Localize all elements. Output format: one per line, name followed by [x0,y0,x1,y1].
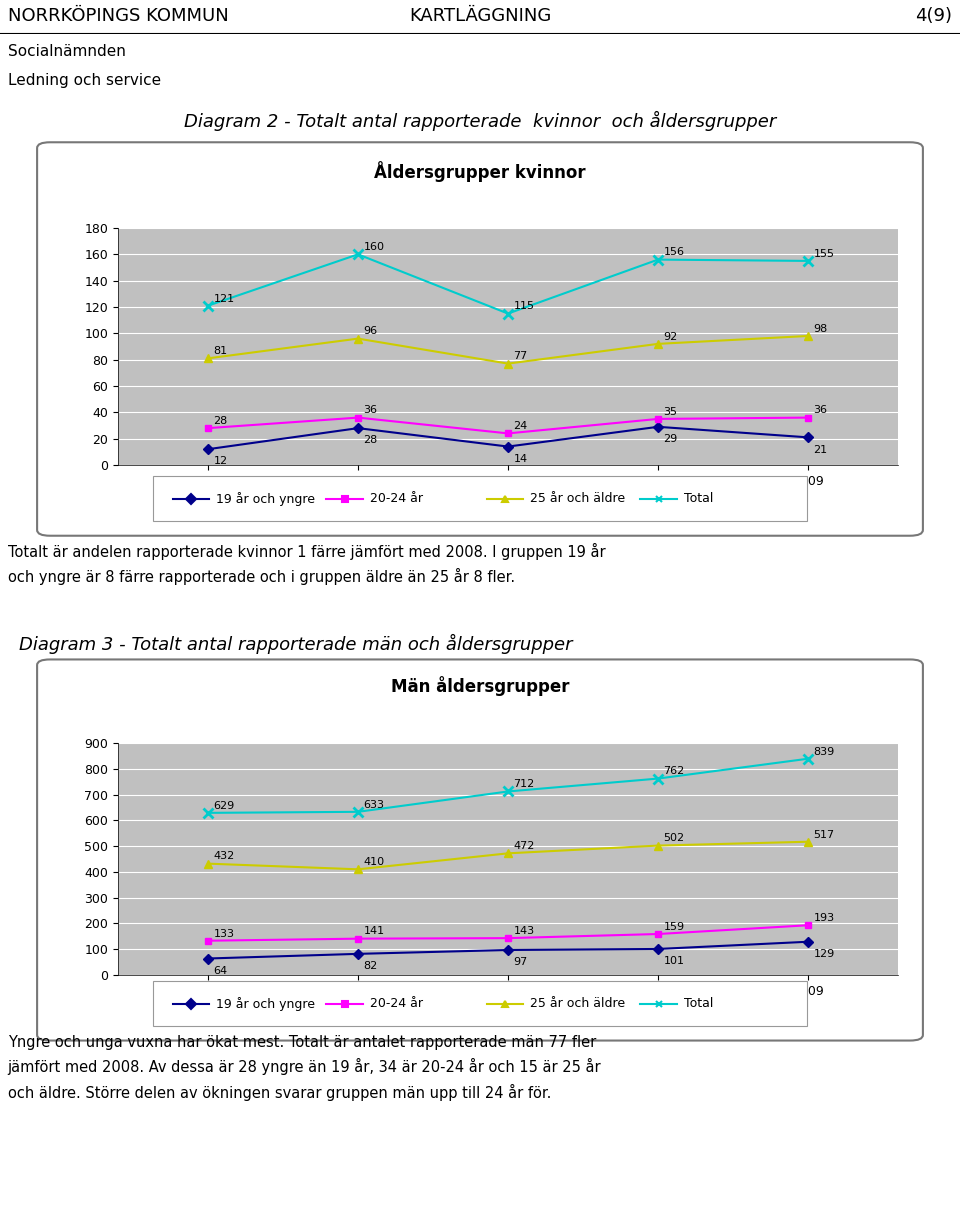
Text: 35: 35 [663,407,678,417]
Text: 155: 155 [813,249,834,259]
Text: Ledning och service: Ledning och service [8,72,161,87]
Text: 101: 101 [663,957,684,966]
Text: Diagram 3 - Totalt antal rapporterade män och åldersgrupper: Diagram 3 - Totalt antal rapporterade mä… [19,634,573,654]
Text: Socialnämnden: Socialnämnden [8,45,126,59]
Text: 25 år och äldre: 25 år och äldre [530,998,625,1010]
Text: 141: 141 [364,927,385,936]
Text: 14: 14 [514,454,528,464]
Text: 762: 762 [663,766,684,777]
Text: 82: 82 [364,962,378,971]
Text: 64: 64 [213,965,228,976]
Text: 410: 410 [364,858,385,867]
Text: 159: 159 [663,922,684,931]
Text: 472: 472 [514,841,535,852]
Text: NORRKÖPINGS KOMMUN: NORRKÖPINGS KOMMUN [8,7,228,25]
Text: 156: 156 [663,248,684,257]
Text: 24: 24 [514,422,528,431]
Text: 19 år och yngre: 19 år och yngre [216,492,315,506]
Text: 712: 712 [514,779,535,789]
Text: 21: 21 [813,445,828,454]
Text: 633: 633 [364,800,385,809]
Text: 4(9): 4(9) [915,7,952,25]
Text: 160: 160 [364,242,385,252]
Text: 143: 143 [514,927,535,936]
Text: 81: 81 [213,347,228,356]
Text: 36: 36 [813,406,828,416]
Text: 12: 12 [213,457,228,466]
Text: Diagram 2 - Totalt antal rapporterade  kvinnor  och åldersgrupper: Diagram 2 - Totalt antal rapporterade kv… [184,111,776,130]
Text: 502: 502 [663,834,684,843]
Text: 97: 97 [514,957,528,968]
Text: Totalt är andelen rapporterade kvinnor 1 färre jämfört med 2008. I gruppen 19 år: Totalt är andelen rapporterade kvinnor 1… [8,544,606,586]
Text: Total: Total [684,493,713,505]
Text: 432: 432 [213,852,235,861]
Text: 839: 839 [813,747,835,756]
Text: 133: 133 [213,929,234,939]
Text: 28: 28 [364,435,378,446]
Text: 96: 96 [364,326,377,337]
Text: Åldersgrupper kvinnor: Åldersgrupper kvinnor [374,162,586,182]
Text: 92: 92 [663,332,678,342]
FancyBboxPatch shape [37,143,923,535]
Text: 29: 29 [663,434,678,445]
Text: 193: 193 [813,913,834,923]
Text: KARTLÄGGNING: KARTLÄGGNING [409,7,551,25]
Text: 20-24 år: 20-24 år [370,493,422,505]
Text: 20-24 år: 20-24 år [370,998,422,1010]
Text: Yngre och unga vuxna har ökat mest. Totalt är antalet rapporterade män 77 fler
j: Yngre och unga vuxna har ökat mest. Tota… [8,1035,601,1100]
Text: 115: 115 [514,302,535,312]
Text: 19 år och yngre: 19 år och yngre [216,997,315,1011]
Text: 36: 36 [364,406,377,416]
FancyBboxPatch shape [37,660,923,1040]
Text: Total: Total [684,998,713,1010]
Text: 629: 629 [213,801,235,811]
Text: 121: 121 [213,294,234,303]
Text: 129: 129 [813,949,835,959]
Text: 25 år och äldre: 25 år och äldre [530,493,625,505]
Text: 98: 98 [813,324,828,333]
Text: 517: 517 [813,830,834,840]
Text: 28: 28 [213,416,228,426]
Text: Män åldersgrupper: Män åldersgrupper [391,676,569,696]
Text: 77: 77 [514,352,528,361]
